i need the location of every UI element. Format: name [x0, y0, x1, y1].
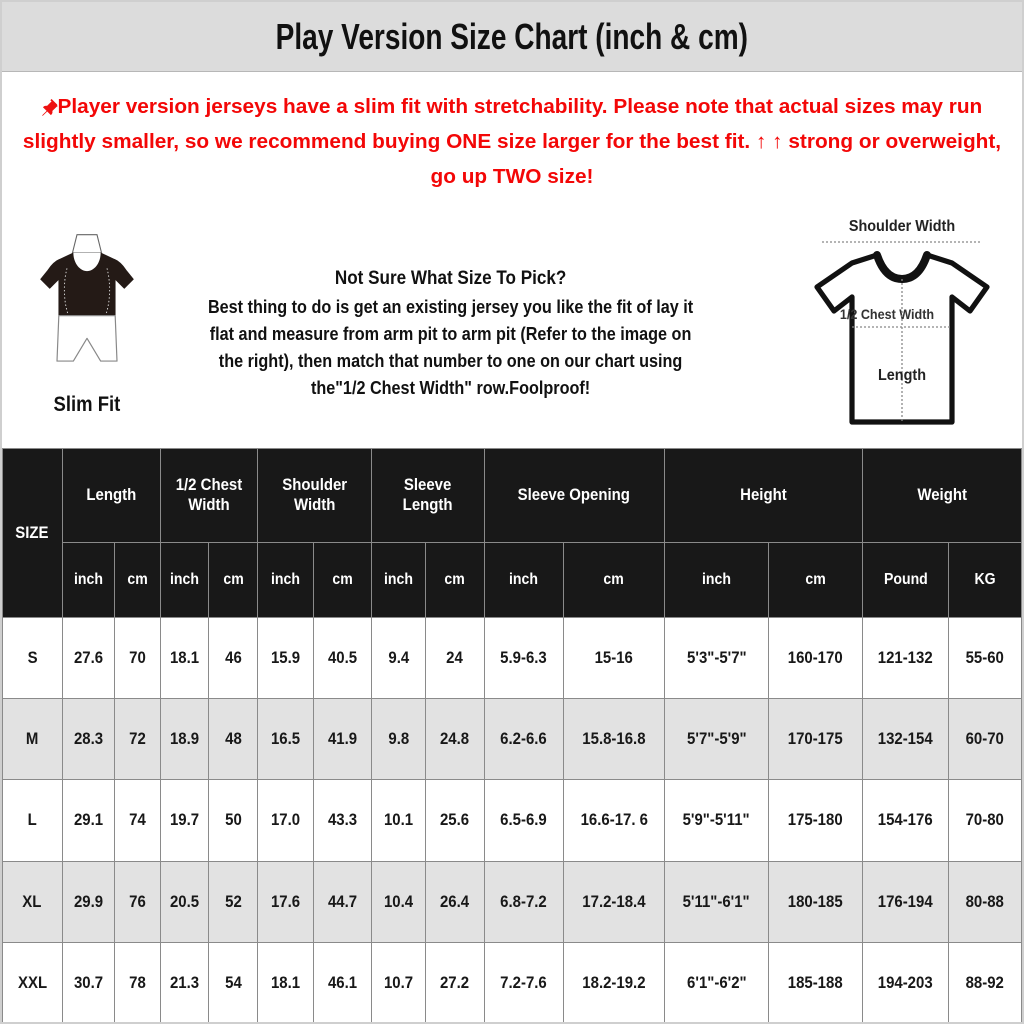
- svg-text:Length: Length: [878, 366, 926, 384]
- svg-text:Shoulder Width: Shoulder Width: [849, 217, 955, 235]
- svg-text:1/2 Chest Width: 1/2 Chest Width: [840, 306, 934, 322]
